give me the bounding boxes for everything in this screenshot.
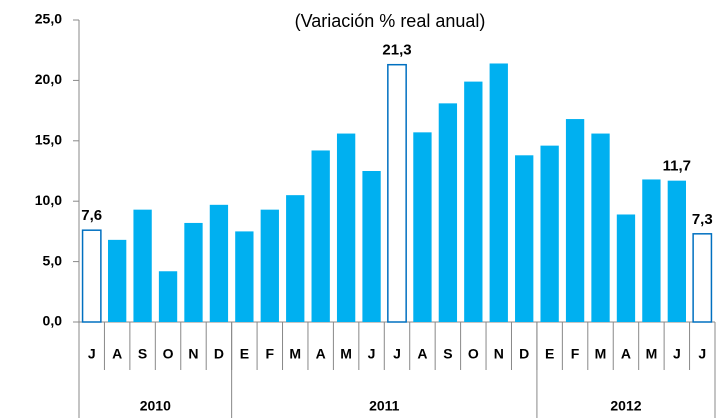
bar: [642, 179, 661, 322]
y-tick-label: 25,0: [35, 11, 62, 27]
x-tick-label: J: [368, 346, 376, 362]
bar: [515, 155, 534, 322]
bar: [209, 204, 229, 322]
x-tick-label: J: [698, 346, 706, 362]
bar: [438, 103, 458, 323]
x-tick-label: S: [443, 346, 452, 362]
x-tick-label: E: [545, 346, 554, 362]
bar: [108, 239, 127, 322]
x-tick-label: M: [646, 346, 658, 362]
bar: [464, 81, 483, 322]
chart-subtitle: (Variación % real anual): [295, 11, 486, 31]
x-tick-label: M: [595, 346, 607, 362]
x-tick-label: A: [417, 346, 427, 362]
x-tick-label: J: [673, 346, 681, 362]
bar: [565, 119, 585, 322]
bar: [260, 209, 279, 322]
bar: [81, 229, 102, 323]
group-label: 2011: [369, 398, 400, 414]
x-tick-label: E: [240, 346, 249, 362]
bar: [311, 150, 330, 322]
bar: [413, 132, 432, 322]
bar: [184, 222, 203, 322]
x-tick-label: J: [88, 346, 96, 362]
bar: [286, 195, 305, 322]
bar: [540, 145, 559, 322]
y-tick-label: 20,0: [35, 71, 62, 87]
value-label: 11,7: [663, 158, 691, 175]
bar: [133, 209, 152, 322]
x-tick-label: F: [571, 346, 580, 362]
x-tick-label: N: [188, 346, 198, 362]
bar: [158, 271, 178, 322]
x-tick-label: F: [266, 346, 275, 362]
y-tick-label: 15,0: [35, 132, 62, 148]
x-tick-label: D: [519, 346, 529, 362]
value-label: 7,3: [692, 211, 713, 228]
bar: [489, 63, 508, 322]
bar: [362, 171, 381, 322]
bar: [591, 133, 610, 322]
y-tick-label: 0,0: [43, 313, 63, 329]
bar: [692, 233, 713, 323]
y-tick-label: 5,0: [43, 252, 63, 268]
y-tick-label: 10,0: [35, 192, 62, 208]
x-tick-label: A: [621, 346, 631, 362]
x-tick-label: M: [289, 346, 301, 362]
x-tick-label: N: [494, 346, 504, 362]
group-label: 2010: [140, 398, 171, 414]
bar: [235, 231, 254, 322]
group-label: 2012: [610, 398, 641, 414]
bar: [387, 63, 407, 323]
bar: [336, 133, 356, 322]
value-label: 21,3: [382, 42, 411, 59]
x-tick-label: D: [214, 346, 224, 362]
bar: [667, 180, 686, 322]
bar: [616, 214, 636, 322]
x-tick-label: A: [112, 346, 122, 362]
x-tick-label: O: [468, 346, 479, 362]
x-tick-label: J: [393, 346, 401, 362]
x-tick-label: A: [316, 346, 326, 362]
value-label: 7,6: [81, 207, 102, 224]
x-tick-label: O: [163, 346, 174, 362]
x-tick-label: M: [340, 346, 352, 362]
x-tick-label: S: [138, 346, 147, 362]
